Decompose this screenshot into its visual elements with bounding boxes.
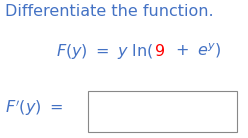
Text: $9$: $9$	[154, 43, 165, 59]
Text: $\mathit{F}(\mathit{y})\ =\ \mathit{y}\ \mathrm{ln}($: $\mathit{F}(\mathit{y})\ =\ \mathit{y}\ …	[56, 42, 154, 61]
FancyBboxPatch shape	[88, 91, 237, 132]
Text: Differentiate the function.: Differentiate the function.	[5, 4, 214, 19]
Text: $\ +\ e^{\mathit{y}})$: $\ +\ e^{\mathit{y}})$	[167, 42, 222, 60]
Text: $\mathit{F}'(\mathit{y})\ =$: $\mathit{F}'(\mathit{y})\ =$	[5, 97, 63, 118]
